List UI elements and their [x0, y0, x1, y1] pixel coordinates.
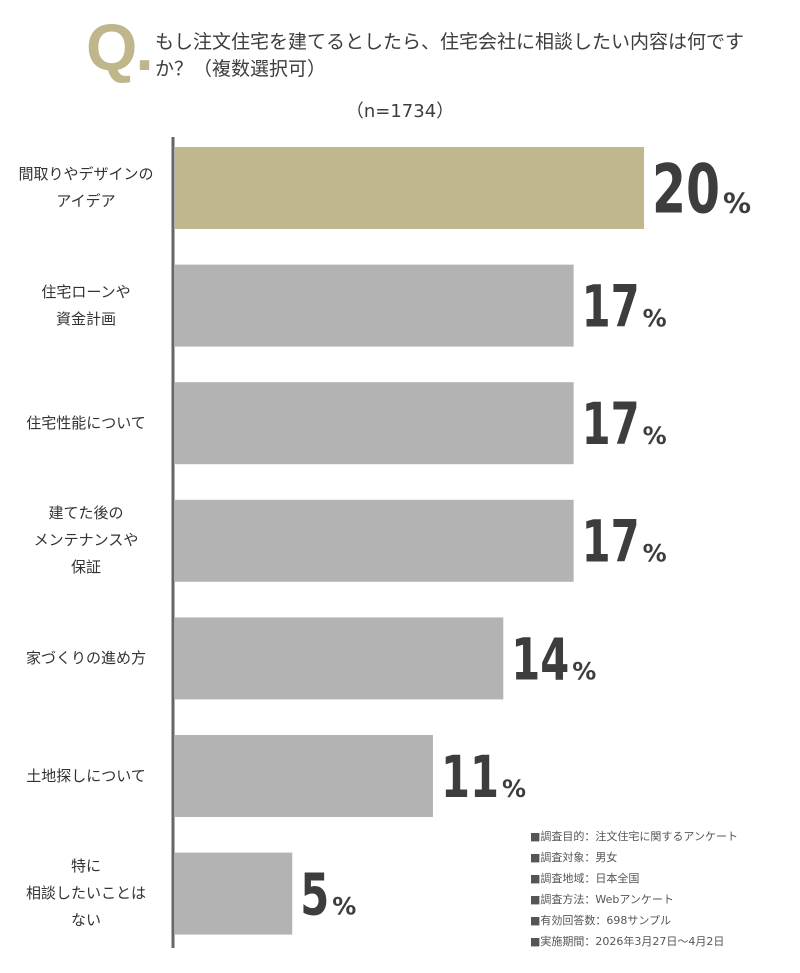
category-label-6: 特に 相談したいことは ない — [25, 857, 146, 930]
survey-note-5: ■実施期間：2026年3月27日〜4月2日 — [530, 935, 725, 948]
category-label-5: 土地探しについて — [26, 766, 146, 785]
survey-note-1: ■調査対象：男女 — [530, 851, 618, 864]
category-label-3: 建てた後の メンテナンスや 保証 — [33, 504, 139, 577]
value-label-1: 17% — [582, 272, 667, 340]
survey-note-2: ■調査地域：日本全国 — [530, 872, 640, 885]
category-label-4: 家づくりの進め方 — [25, 648, 146, 667]
question-text: もし注文住宅を建てるとしたら、住宅会社に相談したい内容は何ですか？（複数選択可） — [155, 31, 745, 80]
value-label-0: 20% — [652, 150, 751, 229]
value-label-3: 17% — [582, 508, 667, 576]
bar-5 — [175, 735, 433, 817]
bar-1 — [175, 264, 574, 347]
bar-6 — [175, 852, 293, 935]
sample-size: （n=1734） — [345, 101, 455, 122]
category-label-1: 住宅ローンや 資金計画 — [41, 282, 131, 328]
bar-4 — [175, 617, 504, 700]
question-mark-q: Q. — [86, 10, 154, 84]
bar-2 — [175, 382, 574, 465]
category-label-2: 住宅性能について — [26, 413, 146, 432]
survey-note-4: ■有効回答数：698サンプル — [530, 914, 672, 927]
survey-note-3: ■調査方法：Webアンケート — [530, 893, 674, 906]
bar-0 — [175, 147, 644, 229]
value-label-4: 14% — [511, 625, 596, 693]
bar-3 — [175, 499, 574, 582]
value-label-5: 11% — [441, 743, 526, 811]
survey-note-0: ■調査目的：注文住宅に関するアンケート — [530, 830, 738, 843]
value-label-6: 5% — [300, 860, 356, 928]
category-label-0: 間取りやデザインの アイデア — [18, 165, 154, 210]
value-label-2: 17% — [582, 390, 667, 458]
survey-notes: ■調査目的：注文住宅に関するアンケート ■調査対象：男女 ■調査地域：日本全国 ■調査… — [530, 826, 790, 952]
